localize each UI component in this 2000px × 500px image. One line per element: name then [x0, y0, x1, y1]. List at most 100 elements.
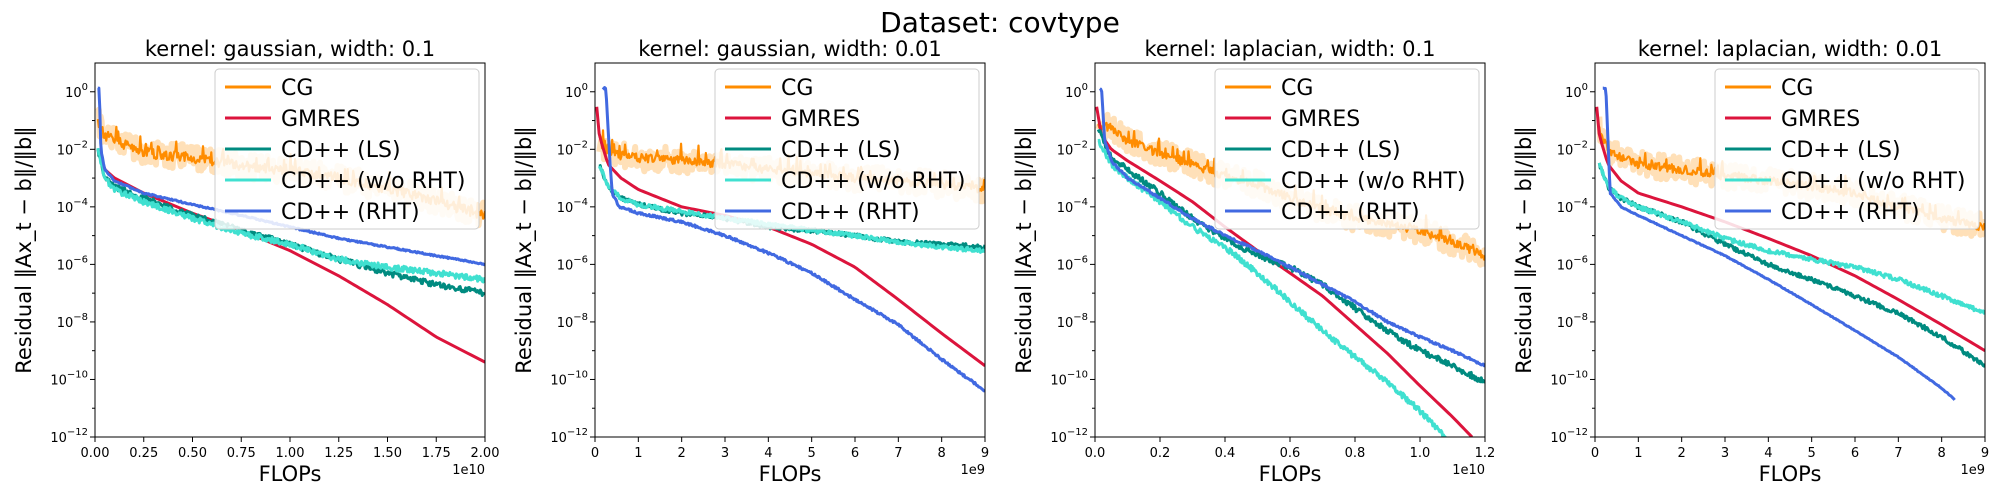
x-tick-label: 5 [808, 446, 816, 461]
chart-panel-1: kernel: gaussian, width: 0.1 100 10−2 10−4 1… [12, 37, 499, 486]
x-tick-label: 2 [1678, 446, 1686, 461]
series-line [595, 106, 985, 367]
x-tick-label: 0.8 [1345, 446, 1366, 461]
x-tick-label: 1.0 [1410, 446, 1431, 461]
y-tick-label: 10−6 [57, 254, 88, 273]
series-line [96, 148, 485, 364]
legend-label: GMRES [281, 107, 360, 132]
x-tick-label: 4 [1764, 446, 1772, 461]
x-tick-label: 3 [721, 446, 729, 461]
y-tick-label: 10−4 [1057, 197, 1088, 216]
y-tick-label: 10−2 [1557, 139, 1588, 158]
legend-label: GMRES [1781, 107, 1860, 132]
series-line [1095, 106, 1474, 437]
x-offset-label: 1e9 [960, 463, 985, 478]
y-tick-label: 10−6 [1057, 254, 1088, 273]
series-line [1098, 87, 1485, 368]
y-tick-label: 10−8 [557, 312, 588, 331]
legend-label: GMRES [1281, 107, 1360, 132]
y-tick-label: 10−12 [1550, 427, 1588, 446]
legend-label: CD++ (RHT) [1781, 200, 1920, 225]
x-offset-label: 1e10 [452, 463, 485, 478]
legend-label: CD++ (w/o RHT) [1781, 169, 1965, 194]
x-tick-label: 0.00 [81, 446, 110, 461]
x-tick-label: 0.25 [129, 446, 158, 461]
x-offset-label: 1e9 [1960, 463, 1985, 478]
x-axis-label: FLOPs [259, 462, 322, 486]
y-axis-label: Residual ‖Ax_t − b‖/‖b‖ [1012, 126, 1037, 374]
legend-label: CG [1281, 76, 1313, 101]
y-axis-label: Residual ‖Ax_t − b‖/‖b‖ [512, 126, 537, 374]
y-tick-label: 10−12 [550, 427, 588, 446]
y-tick-label: 10−6 [557, 254, 588, 273]
legend-label: CD++ (LS) [781, 138, 901, 163]
y-tick-label: 10−4 [1557, 197, 1588, 216]
x-tick-label: 0.2 [1150, 446, 1171, 461]
y-tick-label: 10−2 [1057, 139, 1088, 158]
x-tick-label: 0.6 [1280, 446, 1301, 461]
y-tick-label: 10−4 [557, 197, 588, 216]
x-tick-label: 1.75 [422, 446, 451, 461]
legend-label: CD++ (LS) [1781, 138, 1901, 163]
x-tick-label: 9 [981, 446, 989, 461]
x-tick-label: 2 [678, 446, 686, 461]
x-tick-label: 0.75 [227, 446, 256, 461]
legend-label: CD++ (w/o RHT) [781, 169, 965, 194]
x-tick-label: 8 [1938, 446, 1946, 461]
x-tick-label: 9 [1981, 446, 1989, 461]
y-tick-label: 10−10 [550, 369, 588, 388]
x-tick-label: 0.50 [178, 446, 207, 461]
legend-label: CG [281, 76, 313, 101]
x-tick-label: 1.2 [1475, 446, 1496, 461]
y-tick-label: 10−2 [57, 139, 88, 158]
legend-label: CD++ (w/o RHT) [281, 169, 465, 194]
chart-panel-3: kernel: laplacian, width: 0.1 100 10−2 10−4… [1012, 37, 1495, 486]
legend-label: CG [1781, 76, 1813, 101]
x-tick-label: 1.50 [373, 446, 402, 461]
legend-label: CG [781, 76, 813, 101]
legend: CG GMRES CD++ (LS) CD++ (w/o RHT) CD++ (RHT) [714, 68, 980, 230]
legend: CG GMRES CD++ (LS) CD++ (w/o RHT) CD++ (RHT) [214, 68, 480, 230]
y-tick-label: 100 [1565, 82, 1588, 101]
subplot-title: kernel: gaussian, width: 0.01 [638, 37, 942, 61]
plot-frame [594, 62, 986, 438]
y-tick-label: 10−10 [1550, 369, 1588, 388]
y-tick-label: 10−8 [57, 312, 88, 331]
legend-label: CD++ (RHT) [781, 200, 920, 225]
y-tick-label: 10−10 [50, 369, 88, 388]
y-tick-label: 10−12 [50, 427, 88, 446]
x-tick-label: 0 [1591, 446, 1599, 461]
y-tick-label: 10−8 [1057, 312, 1088, 331]
x-tick-label: 2.00 [471, 446, 500, 461]
legend-box [714, 68, 980, 230]
x-tick-label: 5 [1808, 446, 1816, 461]
series-line [1597, 162, 1985, 315]
chart-panel-2: kernel: gaussian, width: 0.01 100 10−2 10−4… [512, 37, 989, 486]
y-tick-label: 10−4 [57, 197, 88, 216]
x-offset-label: 1e10 [1452, 463, 1485, 478]
y-tick-label: 10−12 [1050, 427, 1088, 446]
x-tick-label: 6 [1851, 446, 1859, 461]
x-tick-label: 1 [1634, 446, 1642, 461]
y-tick-label: 10−10 [1050, 369, 1088, 388]
legend-label: GMRES [781, 107, 860, 132]
legend-box [1714, 68, 1980, 230]
legend-label: CD++ (LS) [1281, 138, 1401, 163]
series-line [96, 148, 485, 284]
series-line [1602, 86, 1956, 401]
subplot-title: kernel: laplacian, width: 0.01 [1638, 37, 1942, 61]
x-tick-label: 1 [634, 446, 642, 461]
y-axis-label: Residual ‖Ax_t − b‖/‖b‖ [12, 126, 37, 374]
x-tick-label: 0.0 [1085, 446, 1106, 461]
x-tick-label: 1.00 [276, 446, 305, 461]
x-axis-label: FLOPs [1259, 462, 1322, 486]
subplot-title: kernel: gaussian, width: 0.1 [145, 37, 435, 61]
legend-box [214, 68, 480, 230]
y-axis-label: Residual ‖Ax_t − b‖/‖b‖ [1512, 126, 1537, 374]
series-line [1595, 106, 1985, 352]
x-tick-label: 0.4 [1215, 446, 1236, 461]
legend-label: CD++ (LS) [281, 138, 401, 163]
legend-label: CD++ (RHT) [1281, 200, 1420, 225]
y-tick-label: 100 [565, 82, 588, 101]
